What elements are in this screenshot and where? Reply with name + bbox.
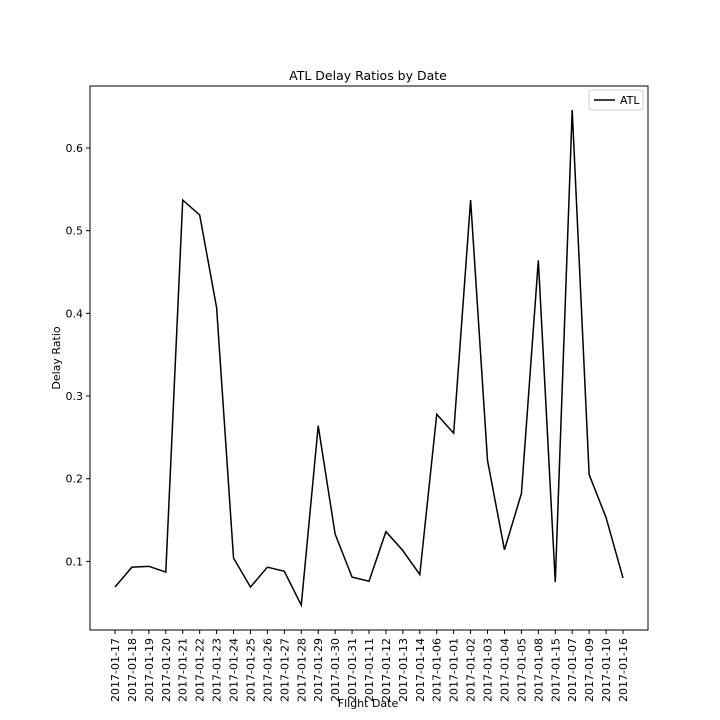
legend-label-atl: ATL <box>620 94 640 107</box>
x-tick-label: 2017-01-05 <box>515 638 528 702</box>
y-tick-label: 0.1 <box>66 555 84 568</box>
x-tick-label: 2017-01-04 <box>498 638 511 702</box>
x-tick-label: 2017-01-07 <box>566 638 579 702</box>
x-tick-label: 2017-01-06 <box>431 638 444 702</box>
x-tick-label: 2017-01-28 <box>295 638 308 702</box>
x-tick-label: 2017-01-18 <box>126 638 139 702</box>
legend: ATL <box>588 89 644 111</box>
x-tick-label: 2017-01-21 <box>177 638 190 702</box>
y-tick-label: 0.3 <box>66 390 84 403</box>
x-tick-label: 2017-01-26 <box>261 638 274 702</box>
plot-area: 0.10.20.30.40.50.6 2017-01-17 2017-01-18 2… <box>66 85 649 702</box>
x-tick-label: 2017-01-19 <box>143 638 156 702</box>
x-tick-label: 2017-01-14 <box>414 638 427 702</box>
y-axis: 0.1 0.2 0.3 0.4 0.5 0.6 <box>66 142 90 568</box>
x-tick-label: 2017-01-13 <box>397 638 410 702</box>
legend-box <box>588 89 644 111</box>
chart-title: ATL Delay Ratios by Date <box>289 68 447 83</box>
x-tick-label: 2017-01-20 <box>160 638 173 702</box>
y-tick-label: 0.6 <box>66 142 84 155</box>
x-tick-label: 2017-01-25 <box>244 638 257 702</box>
y-tick-label: 0.4 <box>66 307 84 320</box>
x-tick-label: 2017-01-16 <box>617 638 630 702</box>
x-tick-label: 2017-01-08 <box>532 638 545 702</box>
x-tick-label: 2017-01-10 <box>600 638 613 702</box>
y-axis-title: Delay Ratio <box>50 326 63 390</box>
y-tick-label: 0.2 <box>66 473 84 486</box>
x-tick-label: 2017-01-15 <box>549 638 562 702</box>
plot-frame <box>89 85 649 631</box>
x-tick-label: 2017-01-09 <box>583 638 596 702</box>
x-tick-label: 2017-01-31 <box>346 638 359 702</box>
x-tick-label: 2017-01-30 <box>329 638 342 702</box>
series-line-atl <box>114 109 624 608</box>
x-tick-label: 2017-01-11 <box>363 638 376 702</box>
x-tick-label: 2017-01-02 <box>465 638 478 702</box>
x-tick-label: 2017-01-23 <box>211 638 224 702</box>
x-tick-label: 2017-01-12 <box>380 638 393 702</box>
x-tick-label: 2017-01-22 <box>194 638 207 702</box>
x-tick-label: 2017-01-01 <box>448 638 461 702</box>
x-tick-label: 2017-01-24 <box>228 638 241 702</box>
x-tick-label: 2017-01-27 <box>278 638 291 702</box>
x-tick-label: 2017-01-17 <box>109 638 122 702</box>
x-axis: 2017-01-17 2017-01-18 2017-01-19 2017-01-20… <box>109 630 630 702</box>
y-tick-label: 0.5 <box>66 225 84 238</box>
x-tick-label: 2017-01-29 <box>312 638 325 702</box>
x-tick-label: 2017-01-03 <box>482 638 495 702</box>
x-axis-title: Flight Date <box>338 697 399 710</box>
